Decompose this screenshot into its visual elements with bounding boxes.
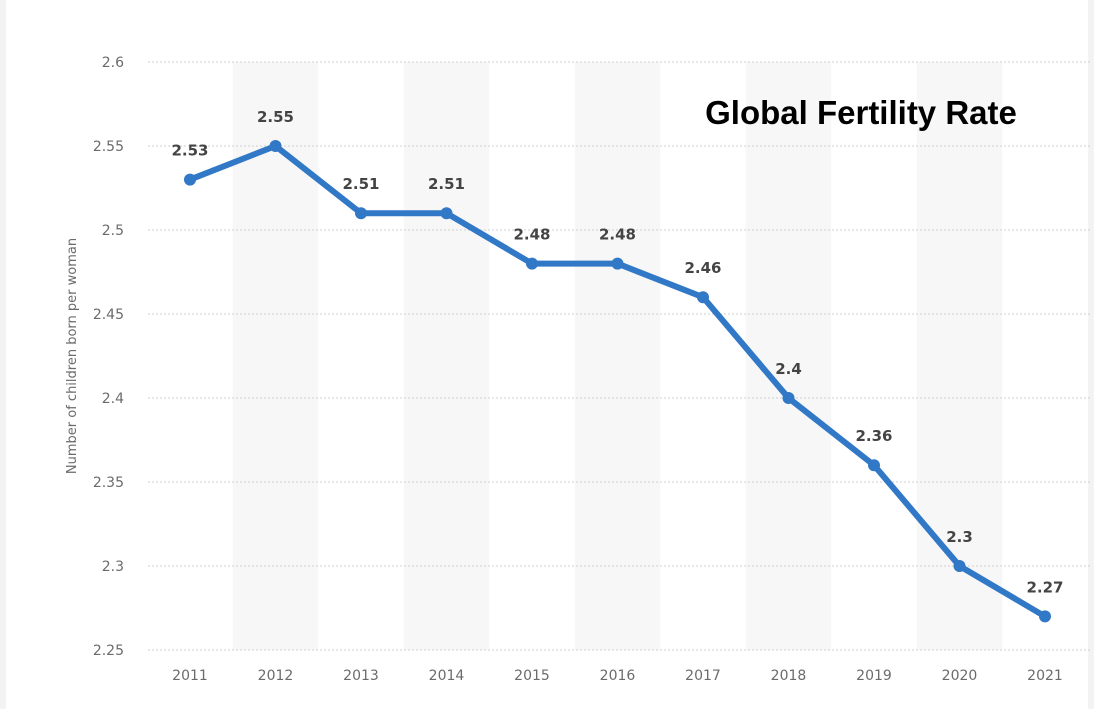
x-tick-label: 2012 xyxy=(258,668,294,684)
gridlines xyxy=(148,61,1090,651)
column-band xyxy=(916,62,1003,650)
x-tick-label: 2019 xyxy=(856,668,892,684)
data-label: 2.53 xyxy=(171,142,208,160)
data-point xyxy=(184,173,196,186)
x-tick-label: 2016 xyxy=(600,668,636,684)
data-label: 2.46 xyxy=(684,259,721,277)
data-point xyxy=(611,257,624,270)
y-axis-label: Number of children born per woman xyxy=(65,238,80,474)
x-tick-label: 2015 xyxy=(514,668,550,684)
data-label: 2.48 xyxy=(513,226,550,244)
data-point xyxy=(440,207,453,220)
column-bands xyxy=(232,62,1003,650)
x-tick-label: 2011 xyxy=(172,668,208,684)
data-point xyxy=(782,392,795,404)
data-point xyxy=(269,140,282,152)
data-point xyxy=(355,207,367,220)
y-axis-ticks: 2.25 2.3 2.35 2.4 2.45 2.5 2.55 2.6 xyxy=(93,55,124,659)
y-tick-label: 2.6 xyxy=(102,55,124,71)
y-tick-label: 2.25 xyxy=(93,643,124,659)
chart-card: 2.25 2.3 2.35 2.4 2.45 2.5 2.55 2.6 2011 2012 201… xyxy=(6,0,1090,709)
y-tick-label: 2.5 xyxy=(102,223,124,239)
data-point xyxy=(868,459,880,472)
x-tick-label: 2013 xyxy=(343,668,379,684)
x-axis-ticks: 2011 2012 2013 2014 2015 2016 2017 2018 2019 2020… xyxy=(172,668,1063,684)
data-label: 2.36 xyxy=(855,427,892,445)
x-tick-label: 2020 xyxy=(942,668,978,684)
line-chart: 2.252.32.352.42.452.52.552.6 2011 2012 201… xyxy=(65,55,1090,684)
chart-title: Global Fertility Rate xyxy=(705,94,1017,131)
column-band xyxy=(403,62,490,650)
data-point xyxy=(526,257,538,270)
x-tick-label: 2017 xyxy=(685,668,721,684)
data-label: 2.55 xyxy=(257,108,294,126)
y-tick-label: 2.35 xyxy=(93,475,124,491)
data-label: 2.48 xyxy=(599,226,636,244)
y-tick-label: 2.4 xyxy=(102,391,124,407)
y-tick-label: 2.3 xyxy=(102,559,124,575)
data-label: 2.4 xyxy=(775,360,802,378)
data-label: 2.51 xyxy=(428,175,465,193)
x-tick-label: 2021 xyxy=(1027,668,1063,684)
y-tick-label: 2.45 xyxy=(93,307,124,323)
y-tick-label: 2.55 xyxy=(93,139,124,155)
data-point xyxy=(697,291,709,304)
data-label: 2.51 xyxy=(342,175,379,193)
x-tick-label: 2018 xyxy=(771,668,807,684)
data-label: 2.3 xyxy=(946,528,973,546)
column-band xyxy=(574,62,661,650)
data-labels: 2.53 2.55 2.51 2.51 2.48 2.48 2.46 2.4 2.36 2.3 2.… xyxy=(171,108,1063,596)
column-band xyxy=(745,62,832,650)
data-points xyxy=(184,140,1051,623)
data-label: 2.27 xyxy=(1026,578,1063,596)
data-point xyxy=(1039,610,1051,623)
x-tick-label: 2014 xyxy=(429,668,465,684)
data-point xyxy=(953,560,966,572)
